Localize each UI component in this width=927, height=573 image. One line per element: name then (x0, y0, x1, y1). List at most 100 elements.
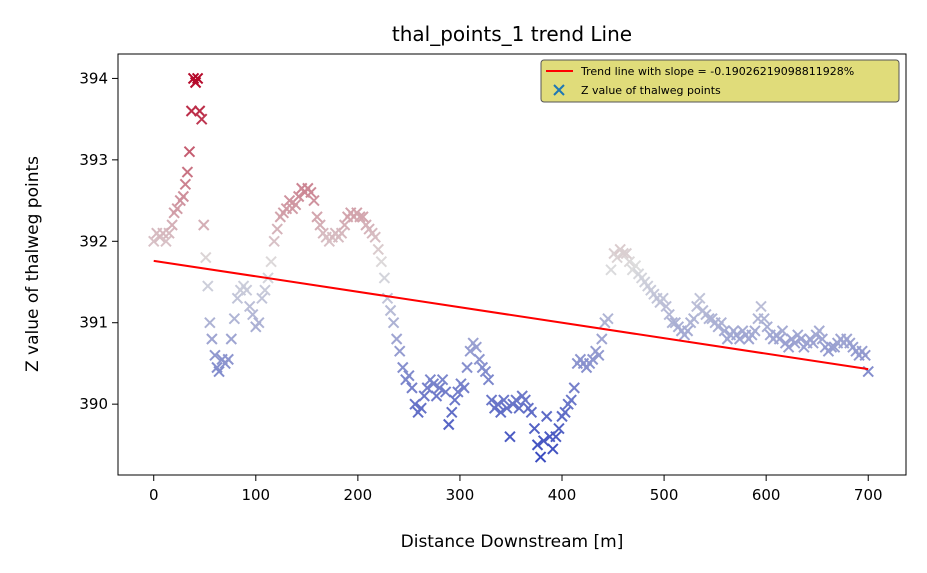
data-point (268, 235, 280, 247)
y-tick-label: 391 (79, 314, 108, 332)
data-point (547, 443, 559, 455)
data-point (479, 365, 492, 378)
data-point (259, 284, 271, 296)
data-point (568, 382, 580, 394)
data-point (166, 219, 178, 231)
data-point (247, 308, 259, 321)
x-tick-label: 0 (149, 486, 159, 504)
data-point (470, 341, 482, 353)
data-point (231, 292, 244, 305)
data-point (510, 394, 522, 406)
data-point (427, 378, 440, 390)
data-point (375, 255, 388, 268)
x-tick-label: 600 (752, 486, 781, 504)
data-point (586, 353, 599, 366)
data-point (378, 272, 391, 284)
data-point (206, 333, 218, 345)
data-point (789, 337, 801, 349)
plot-area (117, 53, 907, 476)
data-point (415, 402, 427, 414)
data-point (663, 308, 675, 321)
data-point (222, 353, 234, 366)
data-point (372, 243, 384, 256)
data-point (193, 105, 206, 117)
data-point (357, 211, 369, 223)
y-tick-label: 390 (79, 395, 108, 413)
data-point (553, 422, 565, 435)
data-point (629, 260, 642, 272)
data-point (418, 390, 430, 402)
data-point (485, 394, 498, 406)
data-point (436, 374, 449, 386)
data-point (256, 292, 268, 305)
legend: Trend line with slope = -0.1902621909881… (540, 59, 900, 103)
legend-trend-label: Trend line with slope = -0.1902621909881… (580, 65, 854, 78)
data-point (191, 72, 204, 85)
data-point (537, 435, 550, 447)
data-point (148, 235, 160, 247)
data-point (501, 402, 513, 414)
data-point (596, 333, 608, 345)
data-point (703, 312, 715, 325)
data-point (228, 312, 241, 325)
data-point (681, 325, 694, 337)
data-point (430, 390, 443, 402)
data-point (755, 300, 767, 313)
data-point (525, 406, 538, 419)
data-point (620, 247, 633, 260)
legend-box (540, 59, 900, 103)
data-point (335, 227, 348, 239)
x-tick-label: 100 (241, 486, 270, 504)
data-point (283, 194, 296, 207)
data-point (394, 345, 406, 357)
data-point (666, 317, 678, 329)
data-point (687, 312, 700, 325)
data-point (443, 418, 455, 431)
x-tick-label: 300 (446, 486, 475, 504)
data-point (253, 317, 265, 329)
data-point (369, 231, 381, 243)
data-point (534, 451, 547, 463)
data-point (177, 190, 190, 203)
data-point (202, 280, 214, 292)
data-point (183, 146, 196, 158)
data-point (504, 431, 516, 443)
data-point (773, 333, 786, 345)
data-point (181, 166, 194, 178)
data-point (204, 317, 216, 329)
data-point (421, 382, 433, 394)
data-point (657, 292, 669, 305)
data-point (449, 394, 461, 406)
data-point (593, 349, 605, 362)
data-point (482, 374, 495, 386)
data-point (225, 333, 238, 345)
y-axis-label: Z value of thalweg points (23, 156, 43, 372)
chart-title: thal_points_1 trend Line (392, 22, 632, 46)
data-point (540, 410, 553, 423)
data-point (691, 300, 703, 313)
data-point (384, 304, 397, 317)
data-point (338, 219, 351, 231)
data-point (163, 227, 175, 239)
data-point (446, 406, 458, 419)
data-point (209, 349, 221, 362)
data-point (265, 255, 277, 268)
data-point (495, 406, 507, 419)
legend-points-swatch (553, 84, 565, 96)
data-point (200, 251, 212, 264)
data-point (617, 247, 629, 260)
data-point (397, 361, 409, 374)
data-point (611, 251, 623, 264)
data-point (185, 105, 198, 117)
data-point (623, 255, 636, 268)
data-point (859, 349, 871, 362)
data-point (213, 365, 225, 378)
x-tick-label: 200 (344, 486, 373, 504)
data-point (452, 386, 464, 398)
x-tick-label: 400 (548, 486, 577, 504)
data-point (458, 382, 470, 394)
x-tick-label: 500 (650, 486, 679, 504)
data-point (513, 402, 525, 414)
data-point (464, 345, 476, 357)
